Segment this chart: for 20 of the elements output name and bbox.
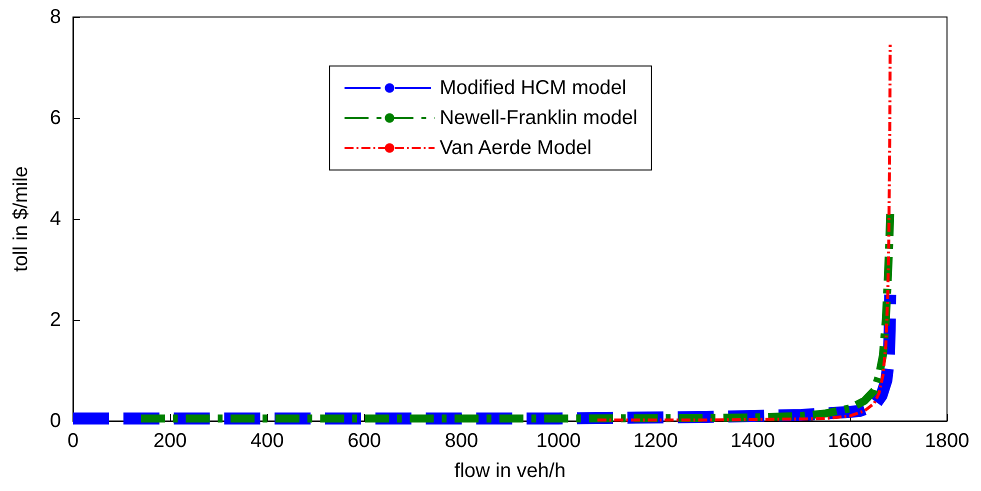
y-tick-label: 0 bbox=[50, 410, 61, 432]
legend-label: Newell-Franklin model bbox=[440, 107, 638, 129]
x-tick-label: 1200 bbox=[633, 430, 678, 452]
x-tick-label: 1600 bbox=[828, 430, 872, 452]
x-tick-label: 0 bbox=[67, 430, 79, 452]
x-tick-label: 1000 bbox=[536, 430, 581, 452]
y-axis-title: toll in $/mile bbox=[10, 166, 32, 272]
legend-label: Van Aerde Model bbox=[440, 137, 592, 159]
y-tick-label: 6 bbox=[50, 107, 61, 129]
y-tick-label: 8 bbox=[50, 6, 61, 28]
legend-label: Modified HCM model bbox=[440, 77, 626, 99]
y-tick-label: 4 bbox=[50, 208, 61, 230]
x-tick-label: 600 bbox=[348, 430, 382, 452]
x-tick-label: 200 bbox=[153, 430, 187, 452]
x-tick-label: 1800 bbox=[924, 430, 970, 452]
y-tick-label: 2 bbox=[50, 309, 61, 331]
x-tick-label: 1400 bbox=[730, 430, 776, 452]
x-axis-title: flow in veh/h bbox=[454, 460, 566, 482]
x-tick-label: 400 bbox=[250, 430, 284, 452]
x-tick-label: 800 bbox=[444, 430, 478, 452]
